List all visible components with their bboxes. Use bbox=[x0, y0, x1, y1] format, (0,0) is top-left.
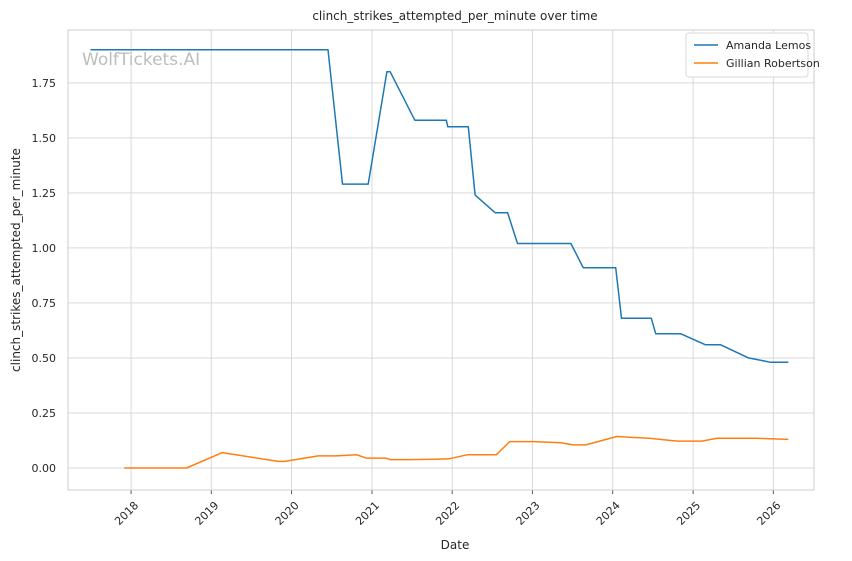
y-tick-label-1-50: 1.50 bbox=[32, 132, 57, 145]
y-grid bbox=[68, 82, 814, 469]
watermark: WolfTickets.AI bbox=[82, 50, 200, 70]
series-lines bbox=[90, 49, 789, 469]
y-tick-label-0-00: 0.00 bbox=[32, 462, 57, 475]
y-axis-label: clinch_strikes_attempted_per_minute bbox=[9, 148, 23, 372]
y-tick-label-0-50: 0.50 bbox=[32, 352, 57, 365]
series-line-amanda-lemos bbox=[90, 49, 789, 364]
y-tick-label-1-75: 1.75 bbox=[32, 77, 57, 90]
x-axis-label: Date bbox=[441, 538, 470, 552]
plot-area: WolfTickets.AI bbox=[67, 29, 815, 494]
series-line-gillian-robertson bbox=[124, 435, 789, 469]
y-tick-labels: 0.00 0.25 0.50 0.75 1.00 1.25 1.50 1.75 bbox=[32, 77, 57, 475]
y-tick-label-1-00: 1.00 bbox=[32, 242, 57, 255]
y-tick-label-1-25: 1.25 bbox=[32, 187, 57, 200]
plot-background bbox=[68, 30, 814, 490]
plot-frame bbox=[67, 29, 815, 491]
chart-title: clinch_strikes_attempted_per_minute over… bbox=[312, 9, 597, 23]
y-tick-label-0-75: 0.75 bbox=[32, 297, 57, 310]
legend-label-amanda-lemos: Amanda Lemos bbox=[726, 39, 811, 52]
legend-box bbox=[685, 32, 809, 78]
legend-label-gillian-robertson: Gillian Robertson bbox=[726, 57, 820, 70]
y-tick-label-0-25: 0.25 bbox=[32, 407, 57, 420]
legend: Amanda Lemos Gillian Robertson bbox=[685, 32, 820, 78]
